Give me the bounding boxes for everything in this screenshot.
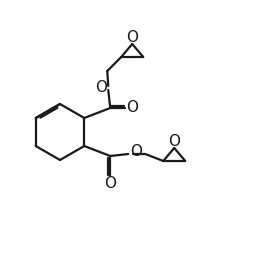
Text: O: O xyxy=(95,81,107,95)
Text: O: O xyxy=(126,100,138,116)
Text: O: O xyxy=(130,144,142,159)
Text: O: O xyxy=(104,175,116,190)
Text: O: O xyxy=(168,134,180,149)
Text: O: O xyxy=(126,29,138,45)
